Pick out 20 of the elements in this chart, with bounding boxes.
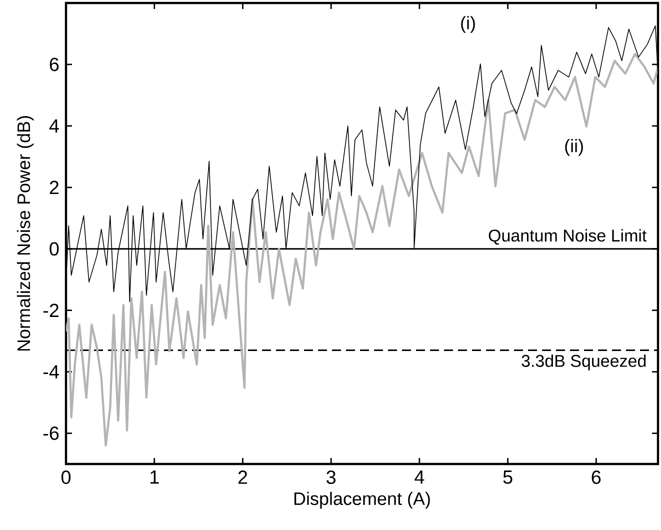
series-label: (ii) (565, 139, 583, 156)
y-tick-label: 2 (50, 180, 59, 194)
x-tick-label: 1 (150, 470, 159, 484)
x-tick-label: 4 (414, 470, 424, 484)
series-label: (i) (461, 16, 475, 33)
y-axis-title: Normalized Noise Power (dB) (16, 116, 34, 351)
ref-line-label: Quantum Noise Limit (488, 229, 647, 245)
y-tick-label: 4 (49, 119, 59, 132)
x-tick-label: 0 (61, 470, 71, 484)
y-tick-label: 0 (50, 242, 59, 256)
y-tick-label: -2 (43, 304, 59, 317)
ref-line-label: 3.3dB Squeezed (522, 354, 646, 370)
x-tick-label: 2 (238, 470, 248, 484)
x-axis-title: Displacement (A) (294, 492, 430, 509)
y-tick-label: 6 (50, 58, 59, 72)
x-tick-label: 5 (503, 470, 512, 484)
y-tick-label: -6 (43, 426, 59, 440)
y-tick-label: -4 (43, 365, 59, 378)
x-tick-label: 6 (592, 470, 601, 484)
x-tick-label: 3 (326, 470, 336, 484)
